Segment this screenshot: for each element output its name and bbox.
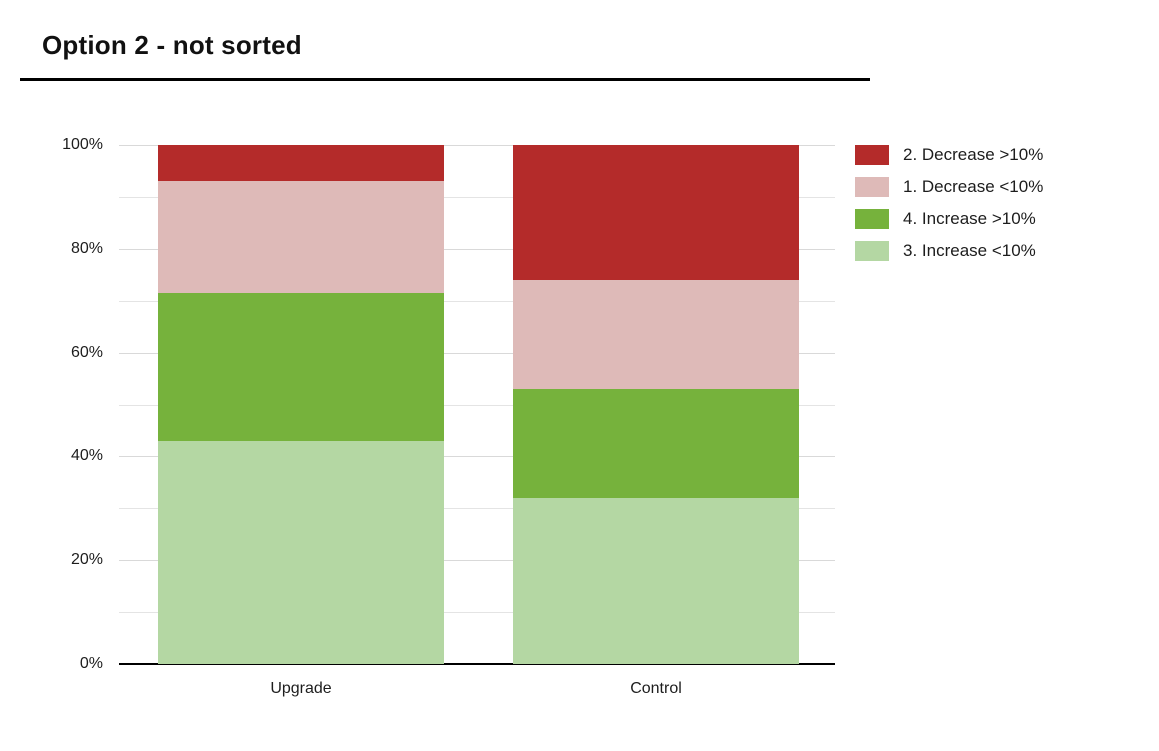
bar-segment[interactable]	[513, 388, 799, 498]
legend-label: 4. Increase >10%	[903, 209, 1036, 228]
major-gridline	[119, 248, 835, 250]
y-axis-tick-label: 100%	[62, 136, 103, 153]
bar-segment[interactable]	[513, 497, 799, 664]
legend-swatch	[855, 209, 889, 229]
bar-segment[interactable]	[158, 440, 444, 664]
minor-gridline	[119, 508, 835, 510]
bar-segment[interactable]	[158, 292, 444, 441]
minor-gridline	[119, 196, 835, 198]
x-axis-baseline	[119, 663, 835, 665]
legend-swatch	[855, 241, 889, 261]
major-gridline	[119, 456, 835, 458]
x-axis-category-label: Upgrade	[270, 680, 332, 697]
legend-item: 4. Increase >10%	[855, 209, 1036, 229]
major-gridline	[119, 352, 835, 354]
y-axis-tick-label: 20%	[70, 551, 103, 569]
title-underline-rule	[20, 78, 870, 81]
legend-swatch	[855, 177, 889, 197]
minor-gridline	[119, 404, 835, 406]
x-axis-category-label: Control	[630, 680, 682, 697]
major-gridline	[119, 560, 835, 562]
chart-title: Option 2 - not sorted	[42, 30, 302, 60]
legend-swatch	[855, 145, 889, 165]
bar-segment[interactable]	[513, 145, 799, 280]
bar-segment[interactable]	[158, 181, 444, 293]
legend-item: 1. Decrease <10%	[855, 177, 1043, 197]
bar-segment[interactable]	[513, 279, 799, 389]
y-axis-tick-label: 60%	[70, 343, 103, 361]
y-axis-tick-label: 0%	[79, 655, 103, 672]
bar-segment[interactable]	[158, 145, 444, 182]
legend-label: 3. Increase <10%	[903, 241, 1036, 260]
legend-item: 3. Increase <10%	[855, 241, 1036, 261]
minor-gridline	[119, 612, 835, 614]
y-axis-tick-label: 80%	[70, 239, 103, 257]
legend-label: 2. Decrease >10%	[903, 145, 1044, 164]
major-gridline	[119, 145, 835, 146]
minor-gridline	[119, 300, 835, 302]
y-axis-tick-label: 40%	[70, 447, 103, 465]
legend-label: 1. Decrease <10%	[903, 177, 1044, 196]
legend-item: 2. Decrease >10%	[855, 145, 1043, 165]
